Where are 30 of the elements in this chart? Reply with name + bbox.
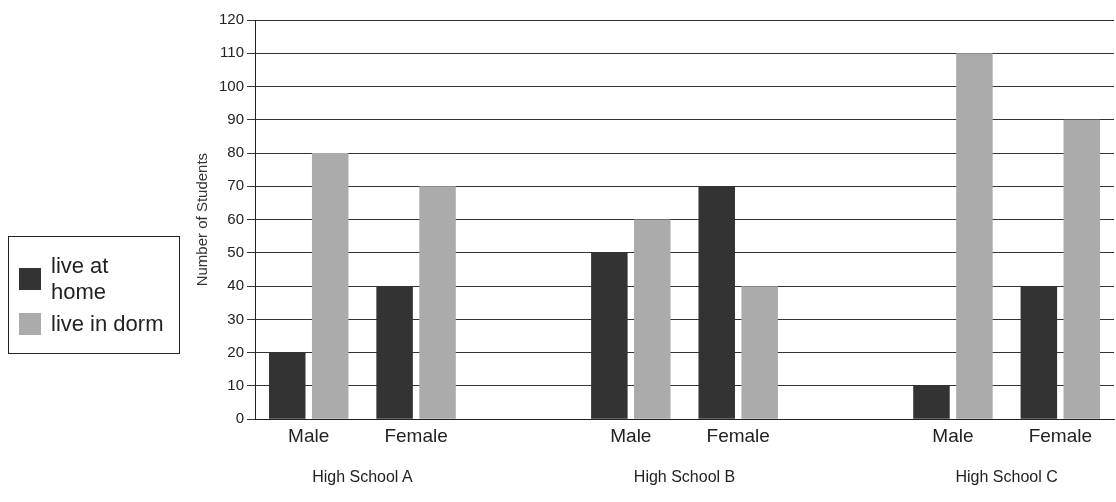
x-tick-label: Female (1028, 424, 1092, 446)
y-tick-label: 110 (220, 43, 245, 61)
x-tick-label: Female (706, 424, 770, 446)
y-tick-label: 90 (227, 109, 245, 127)
bar (1063, 119, 1101, 419)
y-tick-label: 0 (235, 409, 245, 427)
text: High School C (955, 467, 1058, 485)
y-tick-label: 80 (227, 143, 245, 161)
text: High School B (633, 467, 736, 485)
legend-label: live in dorm (51, 311, 164, 337)
y-tick-label: 20 (227, 342, 245, 360)
bar (419, 186, 456, 419)
x-tick-label: Male (932, 424, 974, 446)
y-tick-label: 40 (227, 276, 245, 294)
bar (956, 53, 993, 419)
y-tick-label: 50 (227, 243, 245, 261)
y-tick-label: 100 (219, 76, 245, 94)
y-axis-title: Number of Students (193, 152, 211, 287)
y-tick-label: 120 (219, 10, 245, 28)
y-tick-label: 30 (227, 309, 245, 327)
bar (741, 286, 778, 419)
x-tick-label: Male (288, 424, 330, 446)
bar (311, 153, 349, 419)
x-tick-label: Male (610, 424, 652, 446)
bar (634, 219, 671, 419)
y-tick-label: 10 (227, 376, 245, 394)
y-tick-label: 60 (227, 209, 245, 227)
y-tick-label: 70 (227, 176, 245, 194)
x-tick-label: Female (384, 424, 448, 446)
text: High School A (312, 467, 413, 485)
